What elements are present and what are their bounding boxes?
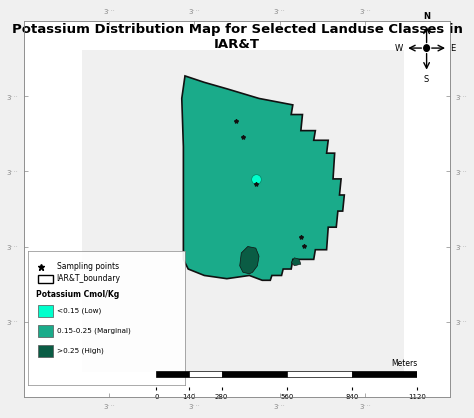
Bar <box>38 325 54 337</box>
Text: N: N <box>423 12 430 21</box>
Text: Sampling points: Sampling points <box>56 263 118 271</box>
Circle shape <box>424 45 429 51</box>
Polygon shape <box>240 247 259 274</box>
Bar <box>156 371 189 377</box>
Bar <box>38 305 54 317</box>
Text: W: W <box>395 43 403 53</box>
Text: S: S <box>424 75 429 84</box>
Bar <box>189 371 222 377</box>
Text: Meters: Meters <box>391 359 417 368</box>
Text: 0.15-0.25 (Marginal): 0.15-0.25 (Marginal) <box>56 328 130 334</box>
Bar <box>222 371 287 377</box>
Polygon shape <box>182 76 344 280</box>
Text: <0.15 (Low): <0.15 (Low) <box>56 308 101 314</box>
Text: >0.25 (High): >0.25 (High) <box>56 348 103 354</box>
Text: IAR&T_boundary: IAR&T_boundary <box>56 274 120 283</box>
Bar <box>287 371 352 377</box>
Text: Potassium Cmol/Kg: Potassium Cmol/Kg <box>36 291 119 299</box>
Polygon shape <box>291 258 301 266</box>
Text: Potassium Distribution Map for Selected Landuse Classes in IAR&T: Potassium Distribution Map for Selected … <box>11 23 463 51</box>
Text: E: E <box>450 43 456 53</box>
Bar <box>352 371 417 377</box>
Bar <box>38 275 54 283</box>
Bar <box>38 345 54 357</box>
